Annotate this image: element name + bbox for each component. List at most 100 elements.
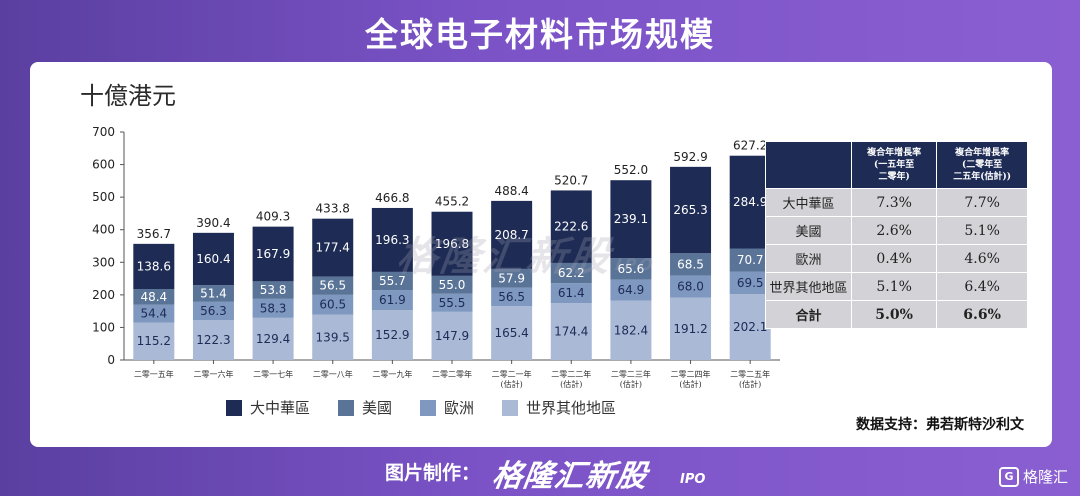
bar-segment (729, 155, 771, 249)
bar-segment (550, 303, 592, 360)
bar-value-label: 122.3 (196, 333, 230, 347)
bar-segment (133, 322, 175, 360)
bar-value-label: 174.4 (554, 325, 588, 339)
bar-value-label: 129.4 (256, 332, 290, 346)
cagr-value-a: 2.6% (850, 216, 938, 245)
y-tick-label: 700 (92, 125, 115, 139)
bar-value-label: 55.0 (439, 278, 466, 292)
cagr-value-b: 7.7% (936, 188, 1028, 217)
bar-segment (729, 248, 771, 272)
bar-segment (312, 276, 354, 295)
bar-value-label: 56.5 (498, 290, 525, 304)
x-tick-label: 二零二五年 (730, 369, 770, 379)
bar-value-label: 69.5 (737, 276, 764, 290)
x-tick-label: 二零二一年 (492, 369, 532, 379)
bar-value-label: 139.5 (316, 330, 350, 344)
bar-segment (252, 298, 294, 318)
bar-value-label: 167.9 (256, 247, 290, 261)
bar-value-label: 182.4 (614, 323, 648, 337)
bar-segment (431, 293, 473, 312)
credit-brand-suffix: IPO (680, 472, 706, 487)
cagr-header-2015-2020: 複合年增長率 (一五年至 二零年) (850, 141, 938, 189)
x-tick-label: 二零一八年 (313, 369, 353, 379)
bar-total-label: 520.7 (554, 173, 588, 187)
legend-swatch (226, 399, 242, 416)
bar-segment (312, 218, 354, 277)
cagr-header-row: 複合年增長率 (一五年至 二零年) 複合年增長率 (二零年至 二五年(估計)) (765, 141, 1028, 189)
cagr-region: 歐洲 (765, 244, 852, 273)
unit-label: 十億港元 (80, 82, 176, 110)
bar-value-label: 56.3 (200, 304, 227, 318)
bar-total-label: 433.8 (316, 202, 350, 216)
y-tick-label: 100 (92, 320, 115, 334)
bar-value-label: 208.7 (494, 228, 528, 242)
x-tick-label: 二零一五年 (134, 369, 174, 379)
corner-logo-text: 格隆汇 (1022, 468, 1068, 486)
y-tick-label: 300 (92, 255, 115, 269)
bar-segment (670, 275, 712, 298)
bar-segment (252, 281, 294, 299)
bar-total-label: 409.3 (256, 210, 290, 224)
cagr-value-b: 4.6% (936, 244, 1028, 273)
credit-brand: 格隆汇新股 (490, 459, 650, 494)
bar-segment (312, 314, 354, 360)
x-tick-label: 二零二四年 (671, 369, 711, 379)
bar-total-label: 552.0 (614, 163, 648, 177)
cagr-region: 美國 (765, 216, 852, 245)
bar-total-label: 488.4 (494, 184, 528, 198)
x-tick-label: 二零一九年 (372, 369, 412, 379)
bar-segment (133, 288, 175, 305)
bar-value-label: 196.8 (435, 237, 469, 251)
bar-segment (670, 297, 712, 360)
x-tick-label: 二零一六年 (193, 369, 233, 379)
bar-value-label: 147.9 (435, 329, 469, 343)
cagr-header-2020-2025: 複合年增長率 (二零年至 二五年(估計)) (936, 141, 1028, 189)
bar-segment (371, 290, 413, 311)
cagr-region: 合計 (765, 300, 852, 329)
credit-label: 图片制作： (385, 462, 481, 484)
bar-value-label: 54.4 (140, 307, 167, 321)
bar-value-label: 55.5 (439, 296, 466, 310)
cagr-value-a: 7.3% (850, 188, 938, 217)
bar-value-label: 56.5 (319, 279, 346, 293)
x-tick-label: (估計) (679, 379, 701, 389)
cagr-value-a: 5.1% (850, 272, 938, 301)
legend-item: 美國 (338, 397, 392, 418)
chart-card: 十億港元 0 100 200 300 400 500 600 700 115.2 54.4 48.4… (30, 62, 1052, 447)
legend-item: 大中華區 (226, 397, 310, 418)
legend-swatch (338, 399, 355, 416)
bar-segment (610, 279, 652, 301)
bar-total-label: 592.9 (673, 150, 707, 164)
x-tick-label: 二零二零年 (432, 369, 472, 379)
source-note: 数据支持：弗若斯特沙利文 (856, 417, 1024, 433)
cagr-table: 複合年增長率 (一五年至 二零年) 複合年增長率 (二零年至 二五年(估計)) … (765, 141, 1028, 329)
bar-value-label: 70.7 (737, 253, 764, 267)
bar-segment (252, 317, 294, 360)
bar-value-label: 165.4 (494, 326, 528, 340)
cagr-value-b: 6.6% (936, 300, 1028, 329)
bar-segment (371, 271, 413, 291)
y-tick-label: 0 (107, 353, 115, 367)
y-tick-label: 200 (92, 288, 115, 302)
corner-logo: G 格隆汇 (998, 466, 1068, 487)
legend-swatch (502, 399, 519, 416)
bar-value-label: 58.3 (260, 301, 287, 315)
cagr-row: 美國 2.6% 5.1% (765, 216, 1028, 245)
legend-label: 大中華區 (250, 399, 311, 417)
bar-segment (729, 294, 771, 360)
stacked-bar-chart: 0 100 200 300 400 500 600 700 115.2 54.4 48.4 138.6… (92, 125, 780, 389)
bar-segment (550, 283, 592, 304)
x-tick-label: 二零二二年 (551, 369, 591, 379)
bar-value-label: 115.2 (137, 334, 171, 348)
bar-value-label: 284.9 (733, 195, 767, 209)
watermark-suffix: IPO (614, 255, 658, 274)
cagr-header-blank (765, 141, 852, 189)
bar-segment (491, 200, 533, 269)
bar-total-label: 466.8 (375, 191, 409, 205)
bar-value-label: 61.4 (558, 286, 585, 300)
bar-segment (431, 211, 473, 276)
bar-segment (133, 304, 175, 323)
bar-value-label: 57.9 (498, 271, 525, 285)
watermark: 格隆汇新股IPO (394, 224, 661, 282)
bar-value-label: 202.1 (733, 320, 767, 334)
